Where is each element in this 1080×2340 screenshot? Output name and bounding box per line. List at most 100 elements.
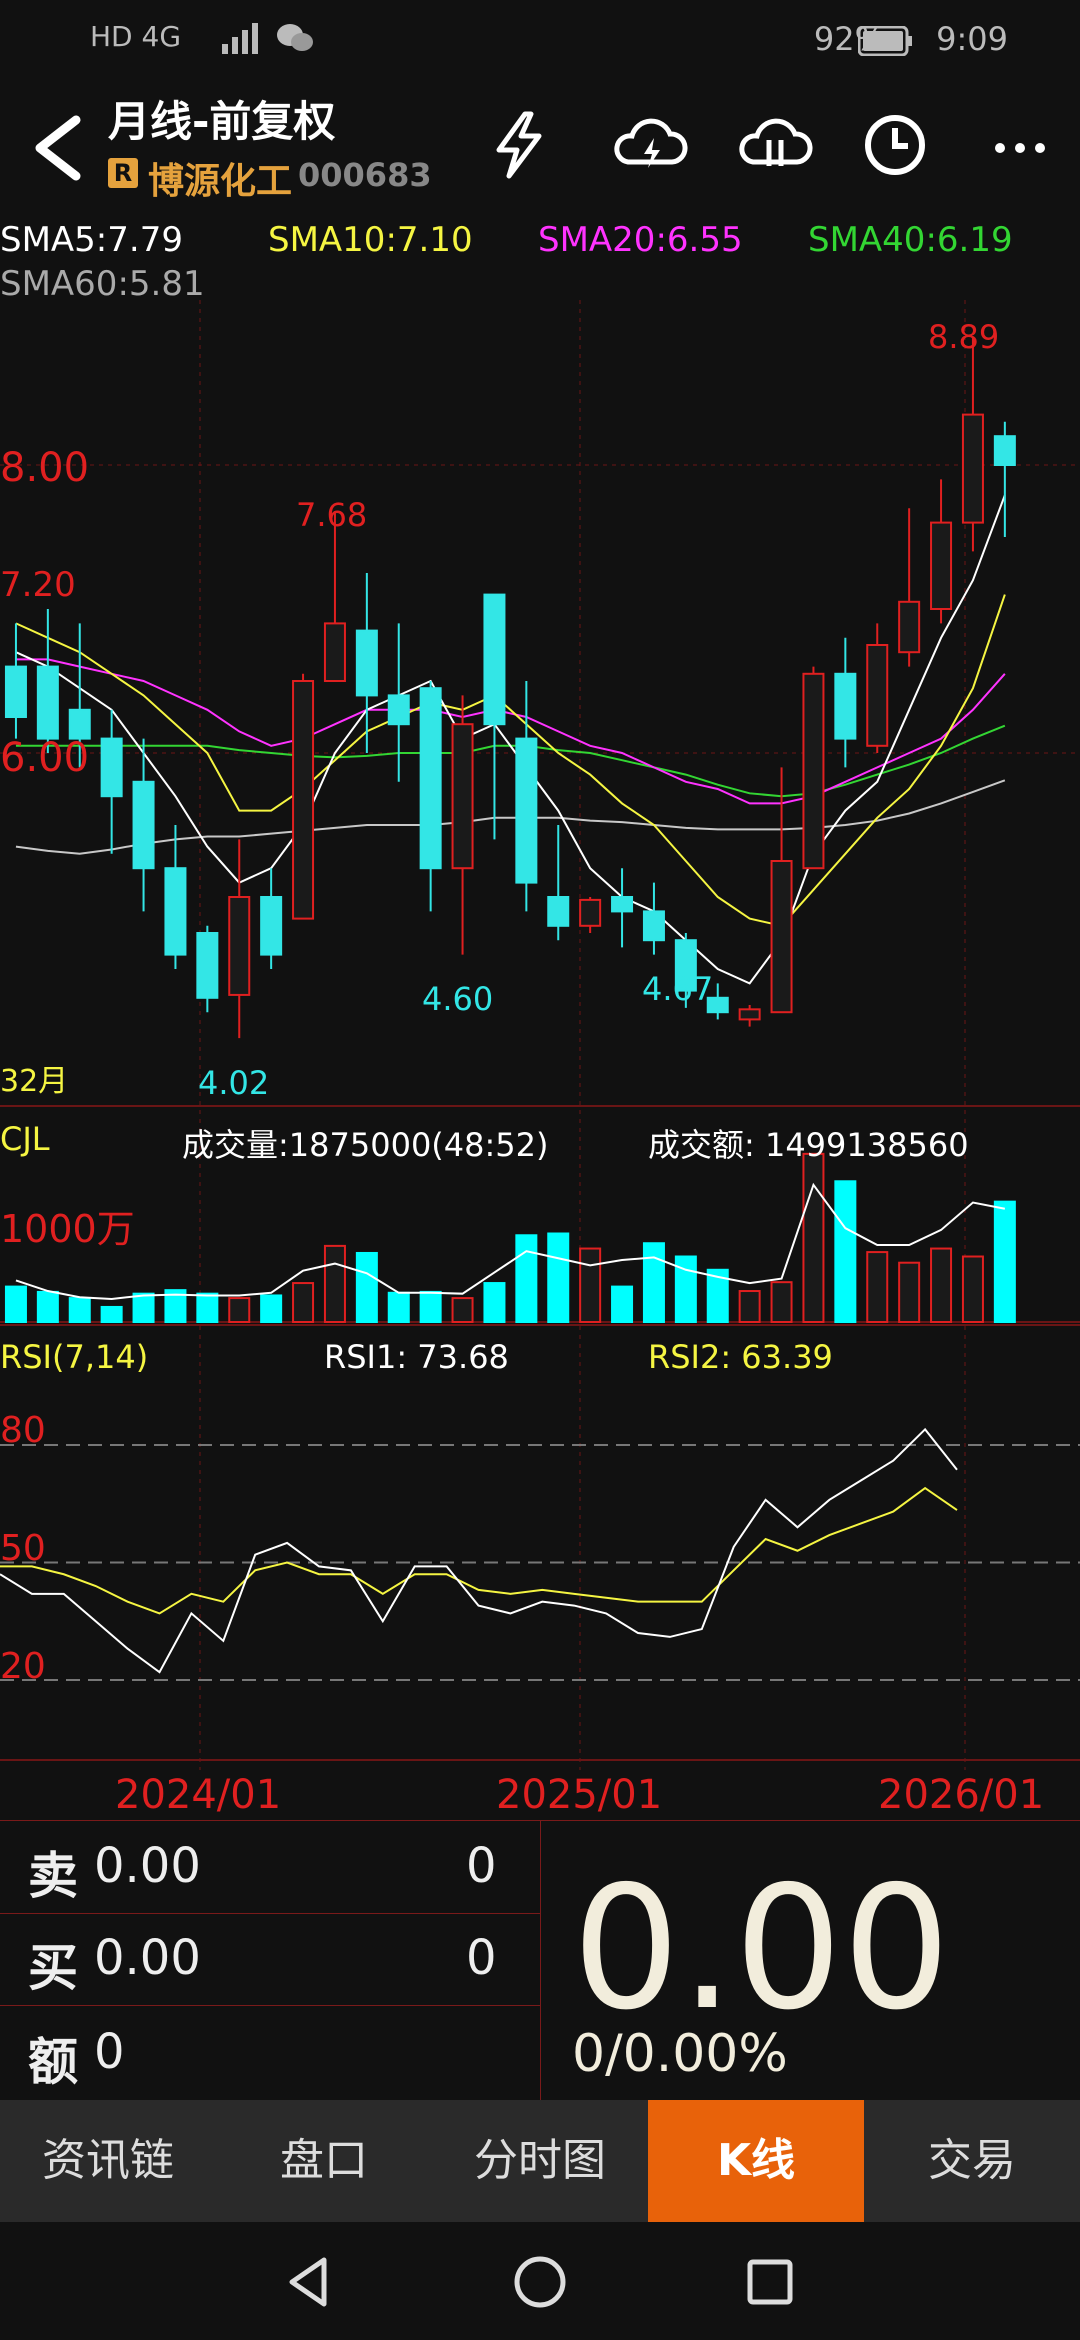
candle <box>930 479 953 624</box>
candle <box>292 673 315 920</box>
margin-badge: R <box>108 158 138 188</box>
clock: 9:09 <box>936 20 1008 58</box>
volume-indicator-label[interactable]: CJL <box>0 1120 50 1158</box>
volume-bar <box>292 1282 315 1323</box>
battery-icon <box>857 25 914 57</box>
sma5-label: SMA5:7.79 <box>0 220 183 260</box>
candle <box>961 336 984 552</box>
volume-bar <box>515 1234 538 1324</box>
candle-body <box>164 867 187 956</box>
candle <box>132 738 155 912</box>
candle <box>993 421 1016 537</box>
last-price: 0.00 <box>572 1850 951 2048</box>
rsi-lines <box>0 1427 958 1674</box>
tab-intraday[interactable]: 分时图 <box>474 2135 606 2186</box>
network-indicator: HD 4G <box>90 20 182 53</box>
candlesticks <box>4 336 1016 1039</box>
amount-label: 额 <box>28 2033 78 2091</box>
kline-chart[interactable] <box>0 300 1080 1780</box>
candle-body <box>515 737 538 884</box>
signal-icon <box>220 22 260 56</box>
high-label: 8.89 <box>928 318 1000 356</box>
candle <box>4 623 27 739</box>
clock-icon[interactable] <box>860 110 930 180</box>
volume-scale: 1000万 <box>0 1207 135 1251</box>
tab-kline[interactable]: K线 <box>648 2100 864 2222</box>
buy-quantity: 0 <box>466 1930 497 1986</box>
candle <box>36 609 59 753</box>
volume-bar <box>579 1247 602 1323</box>
volume-bar <box>674 1255 697 1324</box>
nav-recents-icon[interactable] <box>740 2252 800 2312</box>
volume-bar <box>100 1305 123 1324</box>
candle <box>802 666 825 870</box>
volume-bar <box>930 1247 953 1323</box>
sma5-line <box>15 494 1006 985</box>
candle <box>738 1005 761 1027</box>
sma60-line <box>15 779 1006 855</box>
lightning-icon[interactable] <box>485 110 555 180</box>
tab-news-chain[interactable]: 资讯链 <box>42 2135 174 2186</box>
volume-bar <box>642 1242 665 1323</box>
rsi-indicator-label[interactable]: RSI(7,14) <box>0 1338 149 1376</box>
candle <box>260 868 283 969</box>
rsi1-value: RSI1: 73.68 <box>324 1338 509 1376</box>
candle <box>770 767 793 1014</box>
low-label: 4.60 <box>422 980 494 1018</box>
period-label: 32月 <box>0 1064 69 1099</box>
volume-bar <box>196 1292 219 1323</box>
tab-trade[interactable]: 交易 <box>928 2135 1016 2186</box>
candle-body <box>866 644 889 747</box>
date-label: 2026/01 <box>878 1772 1045 1818</box>
back-icon[interactable] <box>24 108 94 188</box>
date-label: 2025/01 <box>496 1772 663 1818</box>
candle-body <box>100 737 123 798</box>
volume-bar <box>961 1255 984 1324</box>
candle-body <box>451 723 474 870</box>
volume-bar <box>228 1297 251 1323</box>
low-label: 4.67 <box>642 970 714 1008</box>
wechat-icon <box>275 20 315 56</box>
cloud-sync-icon[interactable] <box>735 110 815 180</box>
candle <box>515 681 538 912</box>
more-icon[interactable] <box>990 110 1050 180</box>
quote-panel <box>0 1820 1080 2101</box>
candle <box>547 825 570 941</box>
candle-body <box>579 898 602 927</box>
rsi1-line <box>0 1427 958 1674</box>
volume-bar <box>898 1261 921 1324</box>
candle-body <box>611 896 634 913</box>
candle <box>834 637 857 768</box>
rsi-level-80: 80 <box>0 1410 46 1451</box>
volume-bar <box>834 1180 857 1323</box>
candle <box>323 511 346 682</box>
candle <box>228 839 251 1039</box>
candle <box>387 623 410 782</box>
price-label-6: 6.00 <box>0 735 90 781</box>
high-label: 7.68 <box>296 496 368 534</box>
tab-quote[interactable]: 盘口 <box>280 2135 368 2186</box>
candle-body <box>355 629 378 697</box>
volume-bar <box>387 1291 410 1323</box>
candle <box>579 897 602 933</box>
sma10-line <box>15 594 1006 927</box>
stock-code: 000683 <box>298 156 432 194</box>
sell-label: 卖 <box>28 1847 78 1905</box>
candle <box>419 681 442 912</box>
buy-price: 0.00 <box>94 1930 201 1986</box>
volume-bars <box>4 1152 1016 1324</box>
rsi-level-50: 50 <box>0 1528 46 1569</box>
candle-body <box>547 896 570 927</box>
volume-bar <box>355 1251 378 1323</box>
price-change: 0/0.00% <box>572 2024 788 2084</box>
sma40-label: SMA40:6.19 <box>808 220 1013 260</box>
candle <box>451 695 474 955</box>
candle-body <box>260 896 283 956</box>
nav-home-icon[interactable] <box>510 2252 570 2312</box>
sma20-label: SMA20:6.55 <box>538 220 743 260</box>
nav-back-icon[interactable] <box>280 2252 340 2312</box>
rsi2-line <box>0 1486 958 1615</box>
candle-body <box>68 708 91 740</box>
cloud-flash-icon[interactable] <box>610 110 690 180</box>
candle-body <box>930 521 953 611</box>
